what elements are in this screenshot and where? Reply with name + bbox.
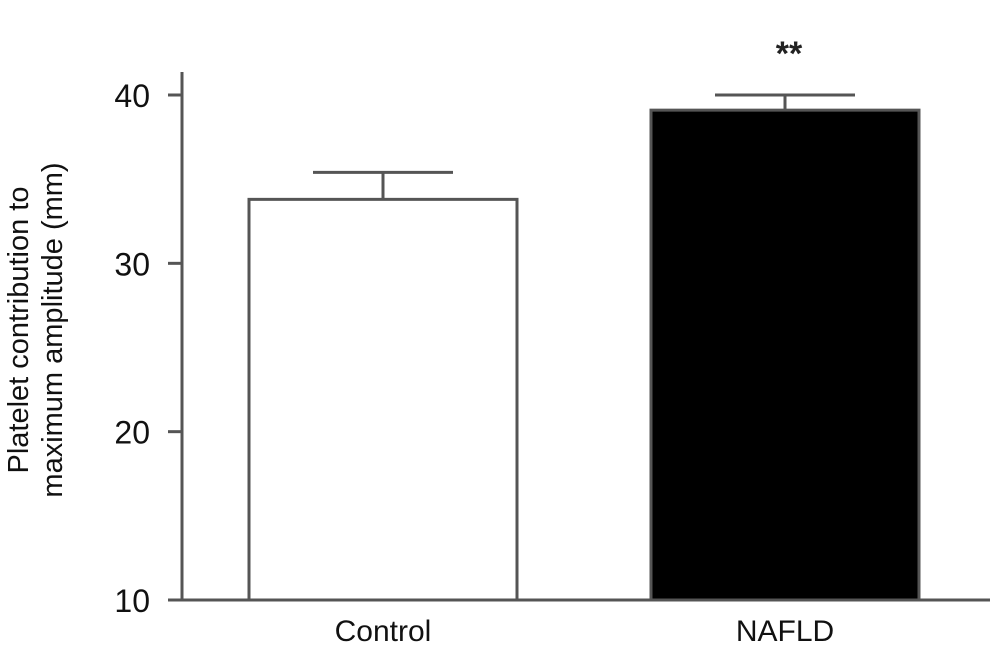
x-tick-label-nafld: NAFLD <box>736 615 834 648</box>
significance-marker: ** <box>776 35 803 73</box>
y-tick-label-20: 20 <box>114 415 150 451</box>
y-axis-label-line-1: Platelet contribution to <box>3 187 35 474</box>
plot-area: 10 20 30 40 Control NAFLD ** <box>114 35 990 648</box>
y-tick-label-40: 40 <box>114 78 150 114</box>
x-tick-label-control: Control <box>335 615 432 648</box>
y-axis-label-line-2: maximum amplitude (mm) <box>37 162 69 497</box>
bar-control <box>247 197 519 602</box>
bar-nafld <box>649 108 921 602</box>
y-tick-label-30: 30 <box>114 246 150 282</box>
y-tick-label-10: 10 <box>114 583 150 619</box>
y-axis-title: Platelet contribution to maximum amplitu… <box>3 162 69 497</box>
